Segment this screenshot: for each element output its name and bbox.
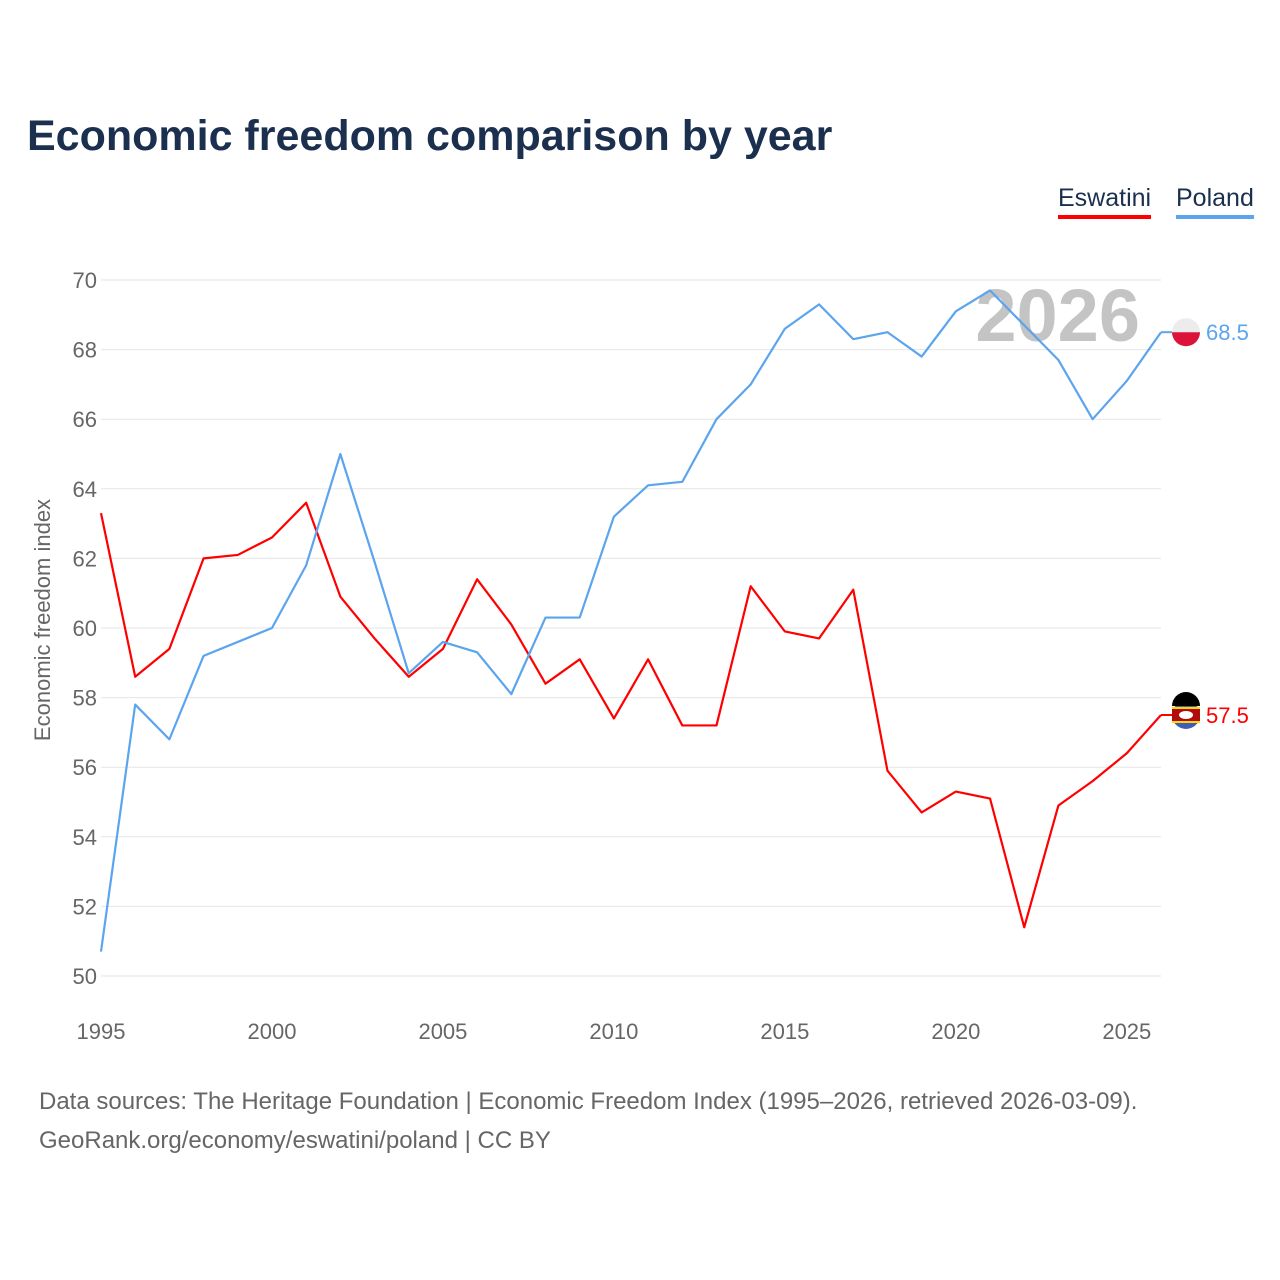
y-tick-label: 62: [73, 546, 97, 571]
end-value-label: 68.5: [1206, 320, 1249, 345]
end-value-label: 57.5: [1206, 703, 1249, 728]
y-tick-label: 52: [73, 894, 97, 919]
poland-flag-red: [1172, 332, 1200, 347]
x-tick-label: 2010: [589, 1019, 638, 1044]
x-tick-label: 2000: [247, 1019, 296, 1044]
x-tick-label: 2025: [1102, 1019, 1151, 1044]
x-tick-label: 2005: [418, 1019, 467, 1044]
series-line-eswatini: [99, 501, 1162, 929]
y-axis-label: Economic freedom index: [30, 499, 55, 741]
eswatini-flag-top: [1172, 692, 1200, 706]
data-source-note: Data sources: The Heritage Foundation | …: [39, 1088, 1138, 1115]
y-tick-label: 68: [73, 338, 97, 363]
legend-item-eswatini[interactable]: Eswatini: [1058, 184, 1152, 219]
y-tick-label: 66: [73, 407, 97, 432]
y-tick-label: 60: [73, 616, 97, 641]
y-tick-label: 70: [73, 268, 97, 293]
y-tick-label: 58: [73, 686, 97, 711]
eswatini-flag-shield: [1179, 711, 1193, 719]
year-watermark: 2026: [975, 274, 1140, 357]
y-tick-label: 54: [73, 825, 97, 850]
series-line-poland: [99, 289, 1162, 952]
legend-item-poland[interactable]: Poland: [1176, 184, 1254, 219]
y-tick-label: 50: [73, 964, 97, 989]
chart-title: Economic freedom comparison by year: [27, 112, 833, 160]
x-tick-label: 2020: [931, 1019, 980, 1044]
y-tick-label: 64: [73, 477, 97, 502]
x-tick-label: 1995: [77, 1019, 126, 1044]
credit-note[interactable]: GeoRank.org/economy/eswatini/poland | CC…: [39, 1127, 551, 1154]
y-tick-label: 56: [73, 755, 97, 780]
x-tick-label: 2015: [760, 1019, 809, 1044]
